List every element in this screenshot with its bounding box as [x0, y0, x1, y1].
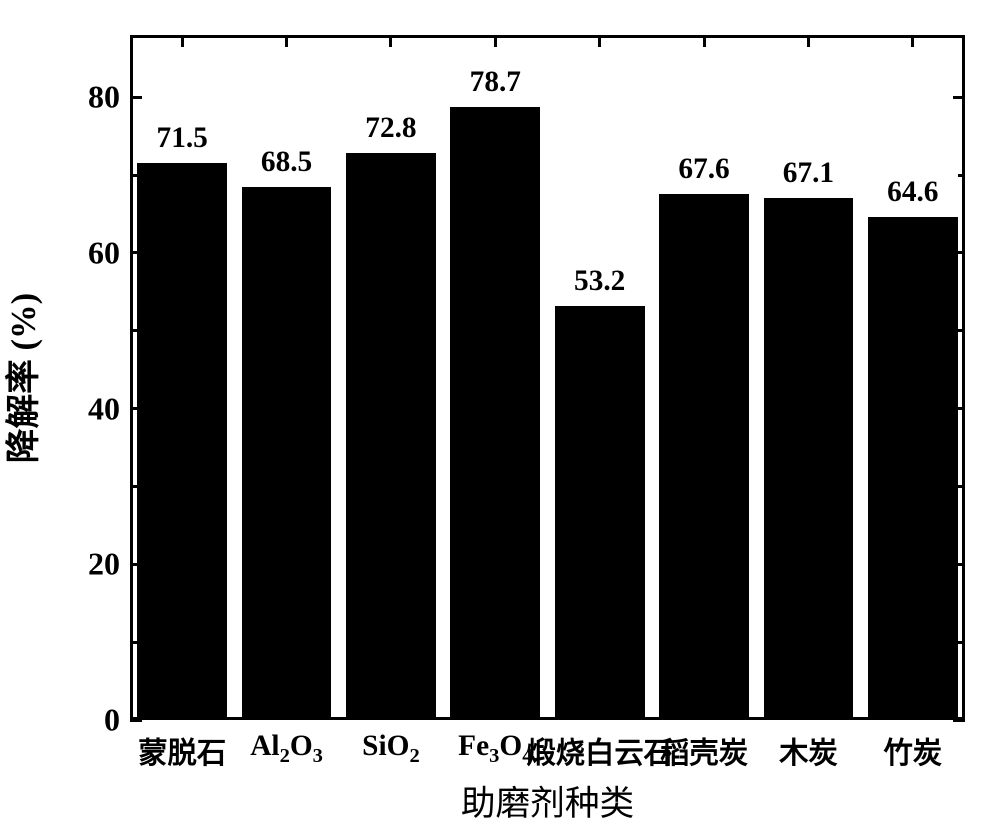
bar-value-label: 68.5	[261, 146, 312, 179]
y-tick-label: 60	[88, 234, 120, 271]
x-tick	[181, 35, 184, 47]
y-minor-tick	[130, 329, 137, 332]
bar	[346, 153, 436, 720]
x-tick	[911, 35, 914, 47]
y-axis-label: 降解率 (%)	[0, 292, 45, 462]
x-tick-label: 竹炭	[883, 730, 942, 772]
bar-value-label: 67.6	[678, 153, 729, 186]
x-tick-label: SiO2	[362, 730, 420, 763]
bar	[659, 194, 749, 720]
bar	[868, 217, 958, 720]
x-tick	[285, 35, 288, 47]
bar	[450, 107, 540, 720]
x-tick	[494, 35, 497, 47]
y-tick	[953, 96, 965, 99]
bar-value-label: 64.6	[887, 176, 938, 209]
x-axis-label: 助磨剂种类	[461, 775, 634, 825]
x-tick-label: 木炭	[779, 730, 838, 772]
x-tick	[389, 35, 392, 47]
bar-value-label: 71.5	[157, 122, 208, 155]
y-minor-tick	[958, 641, 965, 644]
x-tick	[807, 35, 810, 47]
y-tick-label: 0	[104, 702, 120, 739]
bar-value-label: 67.1	[783, 157, 834, 190]
y-minor-tick	[130, 641, 137, 644]
x-tick-label: 煅烧白云石	[526, 730, 673, 772]
x-tick-label: Al2O3	[250, 730, 323, 763]
y-minor-tick	[958, 174, 965, 177]
x-tick	[598, 35, 601, 47]
y-minor-tick	[130, 485, 137, 488]
y-tick-label: 80	[88, 79, 120, 116]
x-tick	[703, 35, 706, 47]
bar-value-label: 78.7	[470, 66, 521, 99]
y-minor-tick	[958, 329, 965, 332]
x-tick-label: Fe3O4	[458, 730, 532, 763]
y-tick-label: 40	[88, 390, 120, 427]
bar	[242, 187, 332, 720]
bar-chart-figure: 降解率 (%) 助磨剂种类 0 20 40 60 80 蒙脱石 Al2O3 SiO2 Fe3O4…	[0, 0, 1000, 838]
y-tick	[130, 96, 142, 99]
bar-value-label: 72.8	[365, 112, 416, 145]
x-tick-label: 蒙脱石	[138, 730, 226, 772]
bar	[764, 198, 854, 720]
y-minor-tick	[130, 174, 137, 177]
y-minor-tick	[958, 485, 965, 488]
bar	[555, 306, 645, 720]
bar	[137, 163, 227, 720]
x-tick-label: 稻壳炭	[660, 730, 748, 772]
y-tick-label: 20	[88, 546, 120, 583]
bar-value-label: 53.2	[574, 265, 625, 298]
